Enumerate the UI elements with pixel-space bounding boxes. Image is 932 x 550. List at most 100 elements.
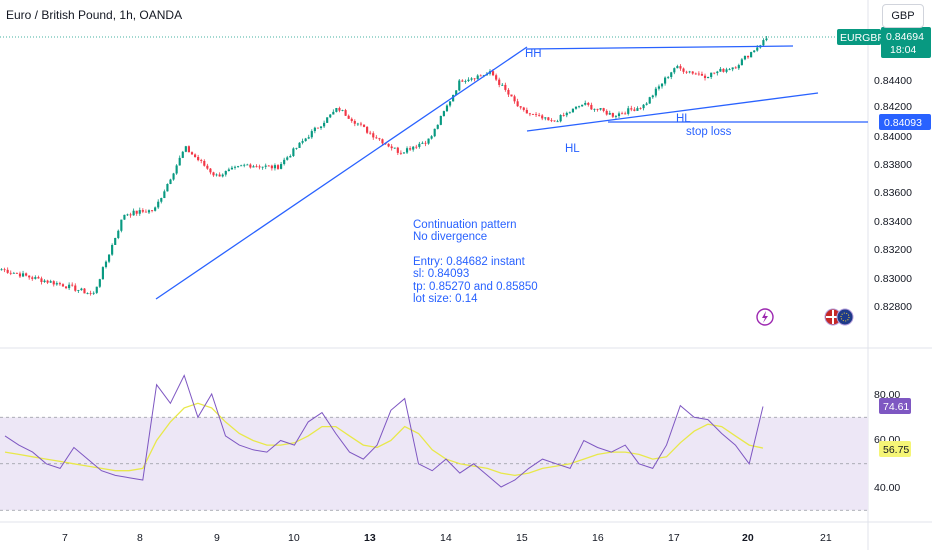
candle [691, 71, 694, 75]
candle [630, 105, 633, 112]
candle [590, 102, 593, 110]
rising-support-line[interactable] [526, 92, 819, 132]
candle [430, 135, 433, 140]
candle [126, 213, 129, 216]
candle [685, 70, 688, 74]
candle [464, 79, 467, 84]
candle [710, 72, 713, 80]
candle [307, 134, 310, 140]
candle [175, 164, 178, 175]
candle [224, 170, 227, 177]
resistance-line[interactable] [526, 45, 794, 50]
candle [258, 164, 261, 170]
lightning-icon[interactable] [756, 308, 774, 326]
candle [657, 84, 661, 91]
flags-icon[interactable] [824, 308, 854, 326]
time-axis[interactable]: 7 8 9 10 13 14 15 16 17 20 21 [62, 532, 832, 544]
candle [301, 138, 304, 145]
candle [77, 289, 80, 293]
hh-label: HH [525, 48, 542, 60]
time-tick: 14 [440, 532, 452, 544]
rsi-ma-tag: 56.75 [883, 444, 909, 456]
candle [587, 101, 590, 107]
candle [409, 146, 412, 152]
ascending-trendline[interactable] [155, 46, 528, 300]
candle [31, 275, 34, 281]
candle [283, 157, 286, 166]
candle [402, 152, 406, 154]
candle [123, 214, 126, 220]
rsi-tick: 40.00 [874, 482, 900, 494]
candle [421, 141, 424, 144]
candle [64, 286, 68, 290]
candle [507, 88, 510, 98]
price-axis[interactable]: 0.84400 0.84200 0.84000 0.83800 0.83600 … [874, 75, 912, 313]
candle [187, 145, 191, 153]
candle [18, 271, 22, 278]
candle [298, 142, 301, 148]
candle [261, 166, 264, 170]
rsi-value-tag: 74.61 [883, 401, 909, 413]
candle [614, 114, 618, 119]
candle [135, 210, 138, 216]
candle [43, 279, 46, 283]
candle [270, 164, 273, 171]
candle [218, 172, 221, 177]
candle [599, 107, 602, 111]
candle [470, 77, 473, 82]
candle [227, 167, 230, 172]
candle [15, 272, 18, 274]
candle [353, 119, 356, 127]
candle [565, 111, 568, 118]
candle [412, 145, 415, 152]
candle [538, 112, 541, 117]
candle [621, 111, 624, 115]
candle [737, 63, 740, 70]
trade-note-line: tp: 0.85270 and 0.85850 [413, 281, 538, 293]
candle [510, 94, 513, 97]
candle [442, 110, 445, 117]
candle [596, 108, 599, 112]
candle [117, 229, 120, 240]
candle [452, 94, 455, 102]
candle [476, 74, 479, 80]
candle [479, 74, 482, 77]
candle [184, 145, 187, 153]
candle [350, 117, 353, 123]
candle [49, 279, 52, 283]
candle [332, 109, 335, 115]
candle [95, 286, 98, 295]
candle [467, 77, 470, 83]
currency-button[interactable]: GBP [882, 4, 924, 28]
price-tick: 0.83200 [874, 244, 912, 256]
candle [249, 163, 252, 169]
candle [169, 178, 172, 185]
candle [725, 67, 728, 74]
candle [9, 270, 12, 276]
candle [562, 112, 565, 117]
candle [405, 146, 409, 154]
trade-note-line: Continuation pattern [413, 219, 517, 231]
candle [697, 71, 700, 76]
candle [326, 117, 329, 123]
candle [295, 147, 298, 150]
candle [347, 114, 350, 119]
candle [574, 106, 578, 110]
candle [3, 267, 6, 273]
candle [40, 276, 43, 285]
candle [120, 219, 123, 233]
candle [624, 111, 627, 115]
candle [190, 151, 194, 155]
candle [267, 165, 270, 167]
trendlines[interactable] [155, 45, 868, 300]
rsi-value-tags: 74.61 56.75 [879, 398, 911, 457]
candle [252, 164, 255, 168]
sl-tag-text: 0.84093 [884, 117, 922, 129]
price-tick: 0.83000 [874, 273, 912, 285]
candle [359, 121, 363, 127]
candle [344, 108, 347, 117]
time-tick: 8 [137, 532, 143, 544]
candle [682, 67, 685, 74]
candle [556, 119, 559, 123]
